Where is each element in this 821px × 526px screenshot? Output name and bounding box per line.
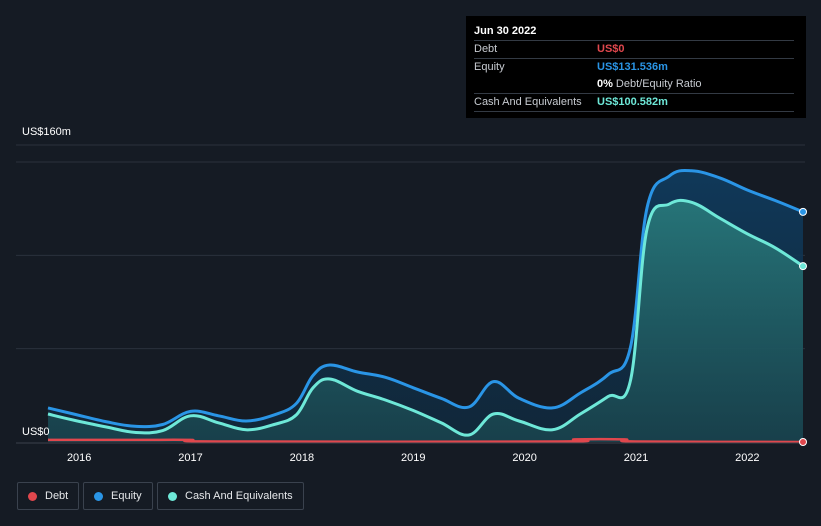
tooltip-cash-value: US$100.582m (597, 96, 668, 108)
x-tick-label: 2021 (624, 452, 648, 464)
tooltip-debt-label: Debt (474, 43, 498, 55)
legend-equity-dot-icon (94, 491, 103, 501)
legend-cash[interactable]: Cash And Equivalents (157, 482, 304, 510)
legend-equity-label: Equity (111, 490, 142, 502)
equity-line (47, 169, 804, 429)
legend-debt[interactable]: Debt (17, 482, 79, 510)
tooltip-debt-value: US$0 (597, 43, 625, 55)
cash-line (47, 198, 804, 437)
tooltip-ratio-label: Debt/Equity Ratio (615, 78, 702, 90)
tooltip-row-ratio: 0% Debt/Equity Ratio (474, 76, 794, 93)
y-tick-label-bottom: US$0 (22, 426, 50, 438)
tooltip-row-debt: Debt US$0 (474, 40, 794, 58)
equity-area (48, 170, 803, 442)
cash-area (48, 200, 803, 442)
tooltip-equity-value: US$131.536m (597, 61, 668, 73)
tooltip-row-cash: Cash And Equivalents US$100.582m (474, 93, 794, 111)
x-tick-label: 2016 (67, 452, 91, 464)
legend-cash-dot-icon (168, 491, 177, 501)
x-tick-label: 2017 (178, 452, 202, 464)
x-tick-label: 2022 (735, 452, 759, 464)
end-dots (799, 207, 807, 446)
tooltip-equity-label: Equity (474, 61, 505, 73)
tooltip-cash-label: Cash And Equivalents (474, 96, 582, 108)
x-tick-label: 2020 (512, 452, 536, 464)
legend-debt-label: Debt (45, 490, 69, 502)
x-axis-ticks: 2016 2017 2018 2019 2020 2021 2022 (67, 452, 760, 464)
y-tick-label-top: US$160m (22, 126, 71, 138)
legend-equity[interactable]: Equity (83, 482, 153, 510)
tooltip-row-equity: Equity US$131.536m (474, 58, 794, 76)
legend-debt-dot-icon (28, 491, 37, 501)
debt-end-dot (799, 438, 807, 446)
x-tick-label: 2019 (401, 452, 425, 464)
equity-end-dot (799, 207, 807, 216)
tooltip-ratio-value: 0% (597, 78, 613, 90)
x-tick-label: 2018 (290, 452, 314, 464)
debt-line (48, 437, 804, 444)
cash-end-dot (799, 262, 807, 271)
tooltip-date: Jun 30 2022 (474, 25, 537, 37)
legend-cash-label: Cash And Equivalents (185, 490, 293, 502)
tooltip-panel: Jun 30 2022 Debt US$0 Equity US$131.536m… (466, 16, 806, 118)
